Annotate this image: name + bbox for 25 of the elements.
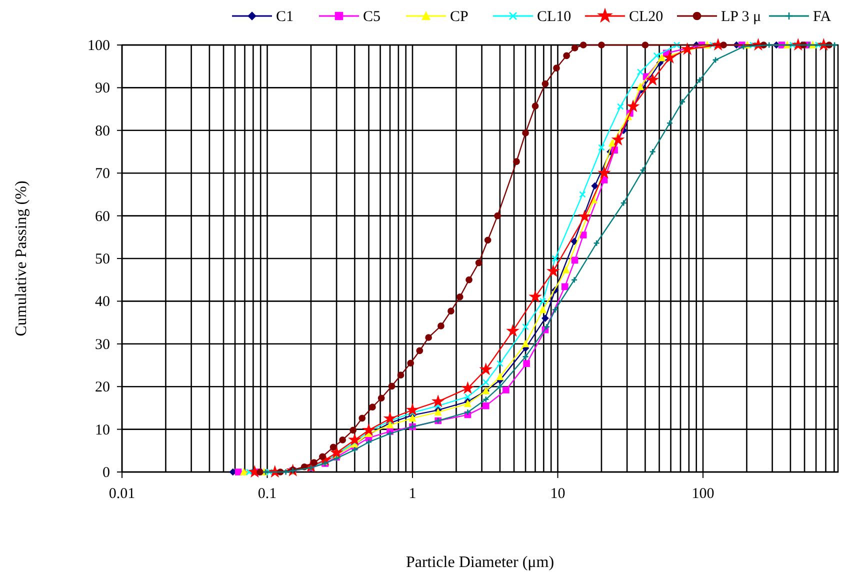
x-tick-label: 10 <box>550 486 566 502</box>
y-axis-title: Cumulative Passing (%) <box>13 180 30 336</box>
legend-label: C5 <box>363 9 381 25</box>
y-tick-label: 80 <box>95 123 110 140</box>
y-tick-label: 40 <box>95 294 110 310</box>
y-tick-label: 100 <box>88 38 110 54</box>
legend-label: CP <box>450 9 468 25</box>
x-tick-label: 100 <box>692 486 714 502</box>
legend-label: CL20 <box>629 9 664 25</box>
x-tick-label: 0.01 <box>108 486 136 502</box>
y-tick-label: 30 <box>95 336 110 353</box>
y-tick-label: 20 <box>95 380 110 396</box>
y-tick-label: 60 <box>95 208 110 225</box>
legend-label: C1 <box>276 9 294 25</box>
y-tick-label: 0 <box>102 465 110 481</box>
y-tick-label: 70 <box>95 166 110 182</box>
y-tick-label: 90 <box>95 80 110 97</box>
legend-label: LP 3 μ <box>721 9 761 25</box>
x-tick-label: 0.1 <box>258 486 277 502</box>
x-tick-label: 1 <box>408 486 416 502</box>
legend-label: FA <box>813 9 832 25</box>
x-axis-title: Particle Diameter (μm) <box>406 554 554 571</box>
legend-label: CL10 <box>537 9 572 25</box>
y-tick-label: 50 <box>95 252 110 268</box>
y-tick-label: 10 <box>95 422 110 438</box>
